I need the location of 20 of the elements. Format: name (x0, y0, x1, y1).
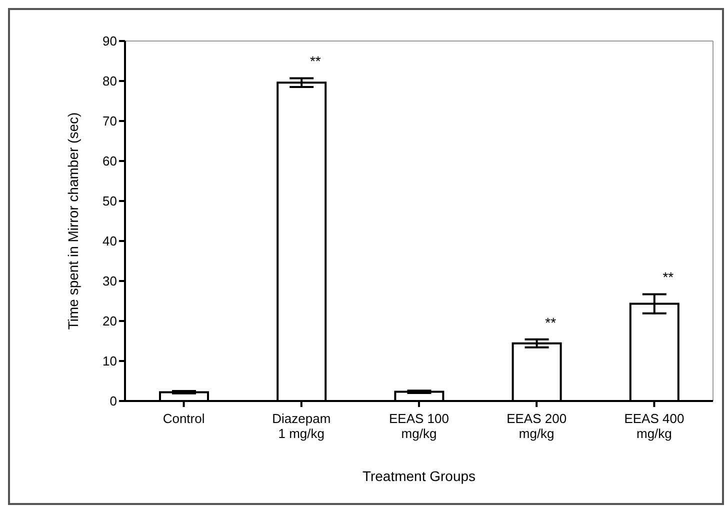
y-axis-title: Time spent in Mirror chamber (sec) (64, 112, 81, 330)
y-tick-label: 60 (102, 154, 117, 169)
x-tick-label: EEAS 400 mg/kg (624, 411, 684, 441)
x-axis-title: Treatment Groups (362, 468, 476, 484)
annotation: ** (662, 269, 674, 286)
y-tick-label: 40 (102, 234, 117, 249)
y-tick-label: 70 (102, 114, 117, 129)
y-tick-label: 80 (102, 74, 117, 89)
x-tick-label: Diazepam 1 mg/kg (272, 411, 331, 441)
y-tick-label: 10 (102, 354, 117, 369)
y-tick-label: 90 (102, 34, 117, 49)
y-tick-label: 20 (102, 314, 117, 329)
y-tick-label: 0 (110, 394, 117, 409)
x-tick-label: EEAS 200 mg/kg (506, 411, 567, 441)
y-tick-label: 30 (102, 274, 117, 289)
x-tick-label: EEAS 100 mg/kg (389, 411, 449, 441)
x-tick-label: Control (162, 411, 205, 426)
annotation: ** (545, 314, 557, 330)
annotation: ** (310, 53, 322, 70)
y-tick-label: 50 (102, 194, 117, 209)
